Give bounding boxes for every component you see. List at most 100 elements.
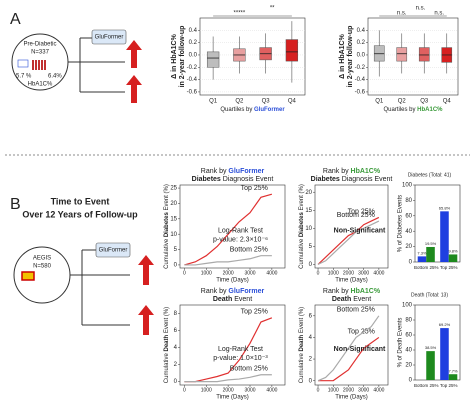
y-tick-label: 20 (170, 201, 177, 207)
subtitle-bold: Diabetes (192, 176, 221, 183)
plot-frame (314, 184, 389, 269)
y-tick-label: 0 (174, 263, 178, 269)
y-axis-label-part: Event (%) (164, 184, 170, 212)
series-line (318, 336, 380, 382)
title-text: Rank by (323, 168, 351, 175)
box (285, 39, 299, 62)
series-line (184, 193, 273, 266)
plot-frame (179, 304, 286, 386)
y-axis-label-part: Event (%) (299, 307, 305, 335)
series-label: Top 25% (348, 328, 375, 335)
y-axis-label: Cumulative Death Event (%) (164, 307, 170, 383)
connector (70, 249, 130, 326)
title-text: Rank by (323, 288, 351, 295)
y-tick-label: 60 (405, 333, 412, 339)
model-box (91, 29, 127, 45)
plot-frame (314, 304, 389, 386)
x-tick-label: 0 (183, 270, 186, 276)
chart-title: Rank by GluFormer (201, 168, 265, 175)
title-model: HbA1C% (351, 168, 381, 175)
x-tick-label: 0 (183, 387, 186, 393)
y-axis-label-part: Death (299, 334, 305, 351)
y-tick-label: -0.4 (187, 77, 198, 83)
series-label: Bottom 25% (230, 366, 268, 373)
plot-frame (414, 184, 461, 263)
y-tick-label: 0.2 (189, 40, 198, 46)
y-axis-label: Cumulative Diabetes Event (%) (299, 184, 305, 269)
y-axis-label: Δ in HbA1C% (339, 33, 346, 78)
y-tick-label: -0.4 (355, 77, 366, 83)
annotation: Log-Rank Test (218, 227, 263, 234)
series-line (317, 220, 380, 265)
x-tick-label: 3000 (244, 387, 255, 393)
chart-subtitle: Diabetes Diagnosis Event (192, 176, 274, 183)
x-tick-label: 1000 (328, 270, 339, 276)
y-axis-label-part: Cumulative (164, 237, 170, 269)
x-axis-label: Time (Days) (335, 395, 367, 401)
y-tick-label: 80 (405, 198, 412, 204)
plot-frame (179, 184, 286, 269)
chart-title: Diabetes (Total: 41) (408, 172, 452, 178)
y-tick-label: 5 (309, 244, 313, 250)
x-tick-label: Top 25% (440, 265, 458, 270)
box (206, 51, 220, 68)
x-tick-label: 3000 (244, 270, 255, 276)
chart-title: Rank by HbA1C% (323, 288, 381, 295)
y-axis-label-part: Cumulative (164, 352, 170, 384)
y-tick-label: 2 (174, 362, 178, 368)
x-axis-label-model: HbA1C% (417, 107, 443, 113)
title-model: HbA1C% (351, 288, 381, 295)
x-tick-label: 3000 (358, 387, 369, 393)
hba1c-low: 5.7 % (16, 74, 32, 80)
y-axis-label: Cumulative Diabetes Event (%) (164, 184, 170, 269)
title-model: GluFormer (228, 168, 264, 175)
x-tick-label: Q4 (288, 99, 297, 105)
series-line (184, 255, 272, 266)
x-tick-label: Q3 (420, 99, 429, 105)
subtitle-text: Diagnosis Event (340, 176, 393, 183)
y-tick-label: 20 (405, 363, 412, 369)
x-tick-label: 1000 (201, 387, 212, 393)
panel-letter: A (10, 11, 21, 28)
y-tick-label: 5 (174, 247, 178, 253)
x-tick-label: Q1 (375, 99, 384, 105)
value-label: 7.3% (417, 250, 427, 255)
x-tick-label: 0 (317, 270, 320, 276)
plot-frame (199, 17, 306, 96)
y-tick-label: 15 (305, 208, 312, 214)
subtitle-bold: Death (332, 296, 351, 303)
x-tick-label: 4000 (373, 387, 384, 393)
y-tick-label: 0 (409, 260, 413, 266)
y-tick-label: 0.4 (357, 28, 366, 34)
y-axis-label: % of Diabetes Events (398, 195, 404, 252)
y-axis-label-part: Event (%) (164, 307, 170, 335)
y-axis-label-part: Event (%) (299, 184, 305, 212)
y-tick-label: 4 (174, 345, 178, 351)
y-tick-label: -0.2 (355, 65, 366, 71)
subtitle-text: Event (351, 296, 371, 303)
annotation: p-value: 1.0×10⁻³ (213, 355, 268, 362)
plot-frame (367, 17, 459, 96)
series-label: Top 25% (348, 208, 375, 215)
connector (68, 37, 125, 93)
title-model: GluFormer (228, 288, 264, 295)
series-label: Bottom 25% (337, 307, 375, 314)
x-tick-label: Bottom 25% (414, 383, 439, 388)
x-axis-label: Time (Days) (216, 395, 248, 401)
title-text: Rank by (201, 288, 229, 295)
flag (17, 59, 29, 68)
model-label: GluFormer (99, 248, 128, 254)
y-tick-label: 25 (170, 186, 177, 192)
box (396, 47, 408, 62)
annotation: Non-Significant (334, 227, 386, 234)
x-axis-label-text: Quartiles by (220, 107, 254, 113)
title-text: Rank by (201, 168, 229, 175)
x-tick-label: 2000 (223, 270, 234, 276)
significance: ***** (234, 11, 246, 17)
series-label: Bottom 25% (337, 212, 375, 219)
y-axis-label: % of Death Events (398, 318, 404, 368)
significance: n.s. (416, 6, 426, 12)
y-tick-label: 0 (409, 378, 413, 384)
series-line (184, 317, 273, 383)
